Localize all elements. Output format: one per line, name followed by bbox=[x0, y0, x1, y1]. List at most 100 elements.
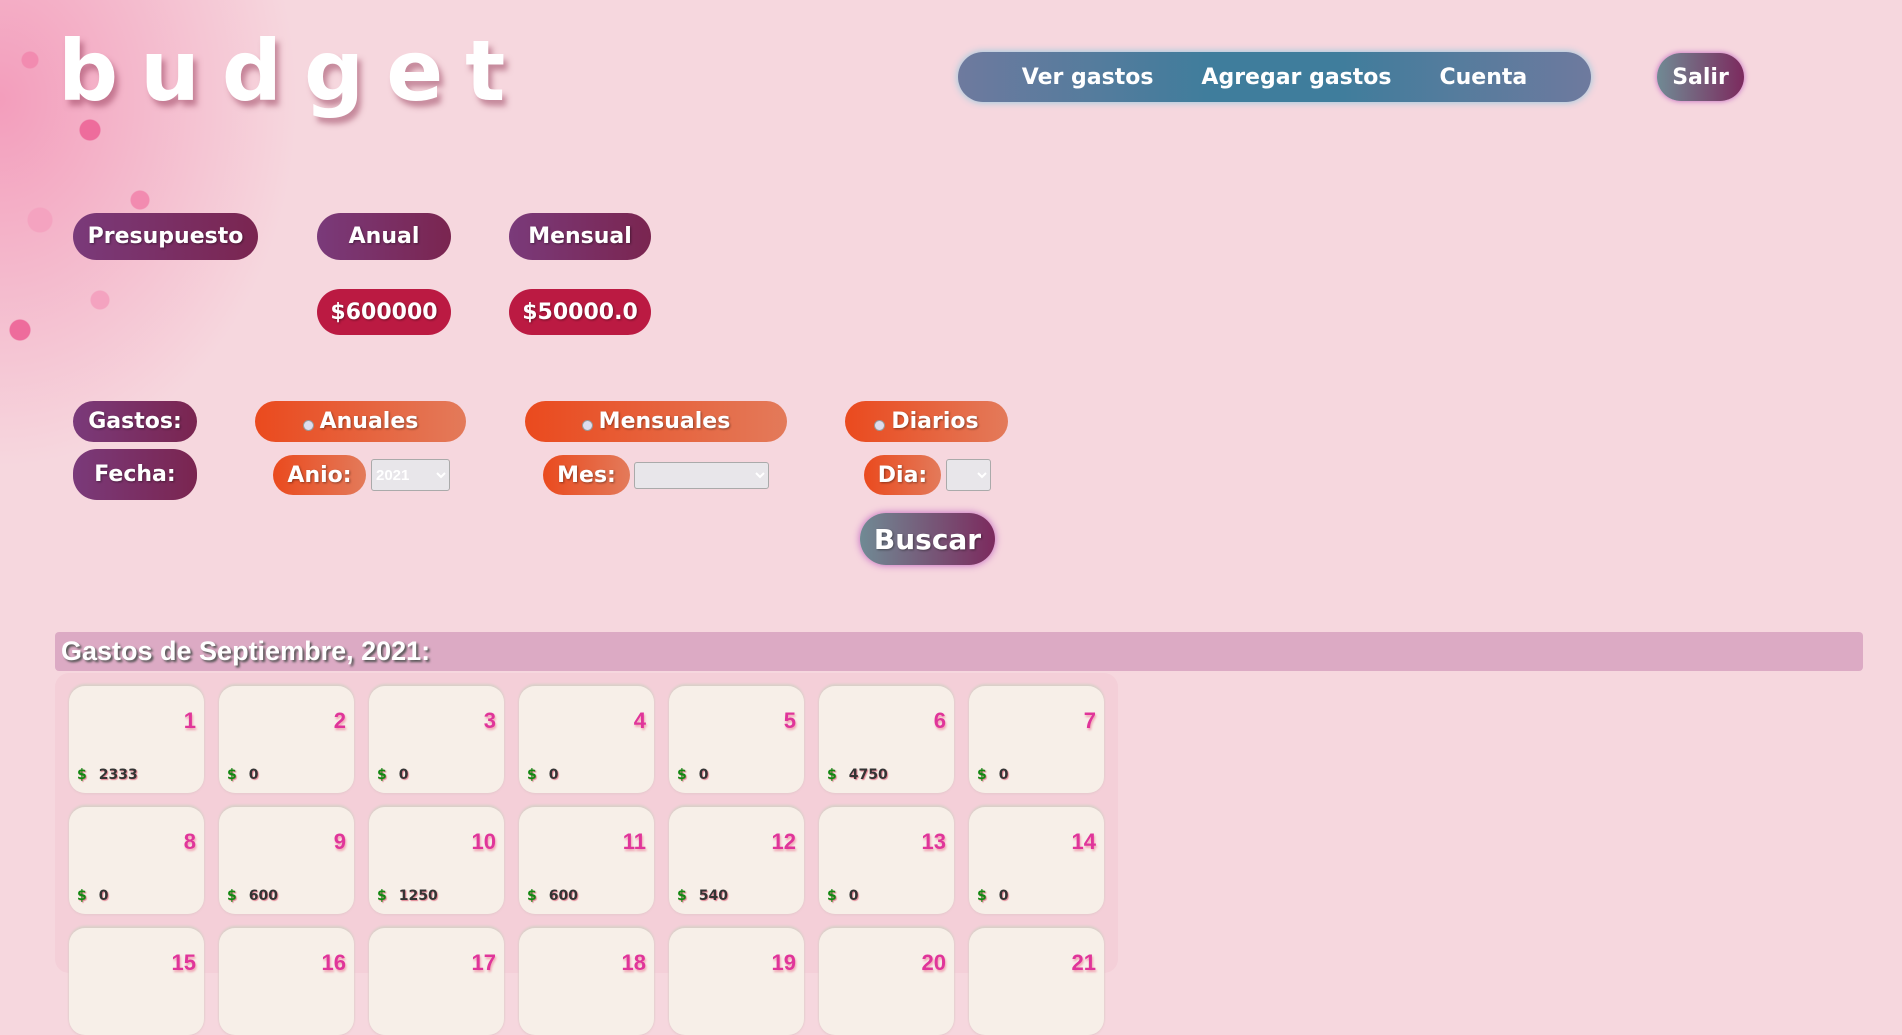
day-number: 15 bbox=[171, 950, 196, 975]
day-number: 12 bbox=[771, 829, 796, 854]
day-amount: $0 bbox=[227, 767, 259, 783]
day-card[interactable]: 1 $2333 bbox=[69, 686, 204, 793]
dollar-icon: $ bbox=[977, 767, 987, 783]
nav-cuenta[interactable]: Cuenta bbox=[1439, 64, 1528, 90]
day-card[interactable]: 11 $600 bbox=[519, 807, 654, 914]
amount-value: 0 bbox=[848, 888, 859, 904]
day-card[interactable]: 9 $600 bbox=[219, 807, 354, 914]
dollar-icon: $ bbox=[377, 767, 387, 783]
day-number: 5 bbox=[783, 708, 796, 733]
day-amount: $1250 bbox=[377, 888, 438, 904]
day-amount: $0 bbox=[977, 888, 1009, 904]
amount-value: 0 bbox=[698, 767, 709, 783]
day-amount: $0 bbox=[527, 767, 559, 783]
day-card[interactable]: 15 bbox=[69, 928, 204, 1035]
day-card[interactable]: 10 $1250 bbox=[369, 807, 504, 914]
dollar-icon: $ bbox=[77, 888, 87, 904]
gastos-label: Gastos: bbox=[73, 401, 197, 442]
anual-value: $600000 bbox=[317, 289, 451, 335]
radio-icon[interactable] bbox=[302, 420, 314, 431]
dia-label: Dia: bbox=[864, 455, 941, 495]
radio-mensuales[interactable]: Mensuales bbox=[525, 401, 787, 442]
day-amount: $2333 bbox=[77, 767, 138, 783]
day-number: 11 bbox=[622, 829, 646, 854]
day-card[interactable]: 17 bbox=[369, 928, 504, 1035]
day-number: 20 bbox=[921, 950, 946, 975]
radio-diarios[interactable]: Diarios bbox=[845, 401, 1008, 442]
radio-anuales[interactable]: Anuales bbox=[255, 401, 466, 442]
day-card[interactable]: 5 $0 bbox=[669, 686, 804, 793]
mensual-label: Mensual bbox=[509, 213, 651, 260]
mes-label: Mes: bbox=[543, 455, 630, 495]
radio-anuales-label: Anuales bbox=[319, 409, 419, 434]
anual-label: Anual bbox=[317, 213, 451, 260]
day-card[interactable]: 6 $4750 bbox=[819, 686, 954, 793]
day-card[interactable]: 19 bbox=[669, 928, 804, 1035]
day-number: 21 bbox=[1071, 950, 1096, 975]
day-amount: $0 bbox=[977, 767, 1009, 783]
day-amount: $0 bbox=[827, 888, 859, 904]
dollar-icon: $ bbox=[227, 767, 237, 783]
mensual-value: $50000.0 bbox=[509, 289, 651, 335]
day-number: 16 bbox=[321, 950, 346, 975]
day-number: 1 bbox=[183, 708, 196, 733]
day-card[interactable]: 8 $0 bbox=[69, 807, 204, 914]
day-card[interactable]: 4 $0 bbox=[519, 686, 654, 793]
dollar-icon: $ bbox=[377, 888, 387, 904]
dollar-icon: $ bbox=[677, 888, 687, 904]
amount-value: 0 bbox=[998, 888, 1009, 904]
day-number: 13 bbox=[921, 829, 946, 854]
month-heading: Gastos de Septiembre, 2021: bbox=[55, 632, 1863, 671]
dia-select[interactable] bbox=[946, 459, 991, 491]
nav-agregar-gastos[interactable]: Agregar gastos bbox=[1201, 64, 1392, 90]
day-card[interactable]: 21 bbox=[969, 928, 1104, 1035]
day-card[interactable]: 7 $0 bbox=[969, 686, 1104, 793]
dollar-icon: $ bbox=[227, 888, 237, 904]
amount-value: 0 bbox=[398, 767, 409, 783]
dollar-icon: $ bbox=[527, 767, 537, 783]
day-number: 8 bbox=[183, 829, 196, 854]
radio-icon[interactable] bbox=[581, 420, 593, 431]
day-card[interactable]: 3 $0 bbox=[369, 686, 504, 793]
main-nav: Ver gastos Agregar gastos Cuenta bbox=[958, 52, 1591, 102]
amount-value: 0 bbox=[548, 767, 559, 783]
day-amount: $4750 bbox=[827, 767, 888, 783]
amount-value: 540 bbox=[698, 888, 728, 904]
day-amount: $0 bbox=[677, 767, 709, 783]
day-amount: $600 bbox=[227, 888, 278, 904]
amount-value: 600 bbox=[548, 888, 578, 904]
day-card[interactable]: 14 $0 bbox=[969, 807, 1104, 914]
day-card[interactable]: 18 bbox=[519, 928, 654, 1035]
amount-value: 2333 bbox=[98, 767, 138, 783]
day-card[interactable]: 13 $0 bbox=[819, 807, 954, 914]
amount-value: 0 bbox=[98, 888, 109, 904]
radio-diarios-label: Diarios bbox=[891, 409, 979, 434]
day-number: 4 bbox=[633, 708, 646, 733]
day-card[interactable]: 16 bbox=[219, 928, 354, 1035]
mes-select[interactable] bbox=[634, 462, 769, 489]
day-number: 3 bbox=[483, 708, 496, 733]
fecha-label: Fecha: bbox=[73, 449, 197, 500]
day-amount: $600 bbox=[527, 888, 578, 904]
day-card[interactable]: 20 bbox=[819, 928, 954, 1035]
logout-button[interactable]: Salir bbox=[1657, 53, 1744, 101]
amount-value: 600 bbox=[248, 888, 278, 904]
day-number: 10 bbox=[471, 829, 496, 854]
dollar-icon: $ bbox=[527, 888, 537, 904]
day-card[interactable]: 2 $0 bbox=[219, 686, 354, 793]
day-card[interactable]: 12 $540 bbox=[669, 807, 804, 914]
anio-select[interactable]: 2021 bbox=[371, 459, 450, 491]
day-number: 7 bbox=[1083, 708, 1096, 733]
presupuesto-label: Presupuesto bbox=[73, 213, 258, 260]
day-number: 9 bbox=[333, 829, 346, 854]
day-number: 19 bbox=[771, 950, 796, 975]
nav-ver-gastos[interactable]: Ver gastos bbox=[1021, 64, 1154, 90]
day-number: 17 bbox=[471, 950, 496, 975]
buscar-button[interactable]: Buscar bbox=[860, 513, 995, 565]
amount-value: 0 bbox=[248, 767, 259, 783]
radio-icon[interactable] bbox=[874, 420, 886, 431]
day-amount: $0 bbox=[377, 767, 409, 783]
anio-label: Anio: bbox=[273, 455, 366, 495]
amount-value: 4750 bbox=[848, 767, 888, 783]
calendar-grid: 1 $2333 2 $0 3 $0 4 $0 5 $0 6 $4750 7 $0 8 $0 9 $600 10 $12… bbox=[55, 673, 1118, 1035]
